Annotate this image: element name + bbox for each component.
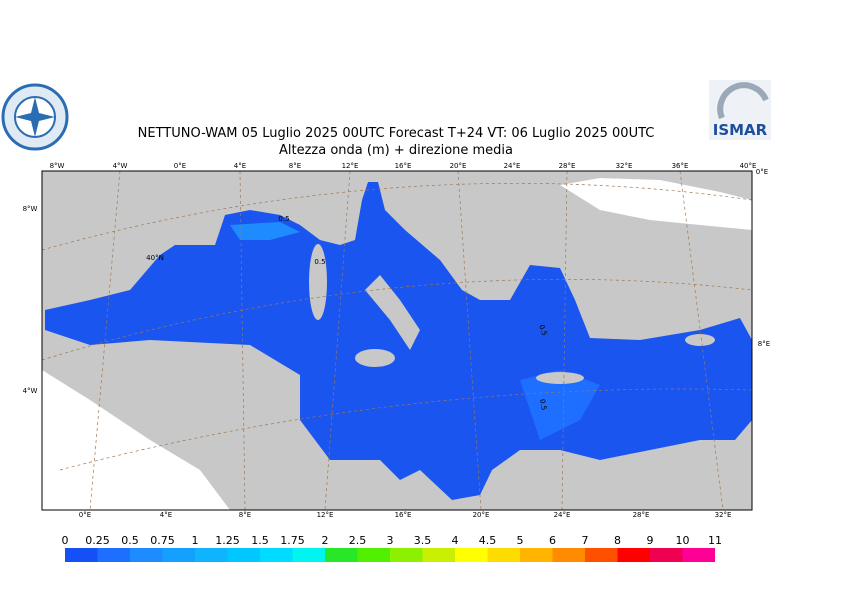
- legend-label: 3: [387, 534, 394, 547]
- legend-label: 0.5: [121, 534, 139, 547]
- legend-label: 2.5: [349, 534, 367, 547]
- legend-label: 1.75: [280, 534, 305, 547]
- legend-label: 0: [62, 534, 69, 547]
- legend-swatch: [325, 548, 358, 562]
- bottom-label: 8°E: [239, 511, 251, 519]
- legend-swatch: [130, 548, 163, 562]
- top-label: 8°E: [289, 162, 301, 170]
- subtitle: Altezza onda (m) + direzione media: [279, 143, 513, 158]
- left-logo: [1, 83, 69, 151]
- map-area: [41, 170, 753, 511]
- inner-label: 40°N: [146, 254, 164, 262]
- legend-swatch: [487, 548, 520, 562]
- legend-label: 0.75: [150, 534, 175, 547]
- bottom-label: 0°E: [79, 511, 91, 519]
- legend-swatch: [227, 548, 260, 562]
- legend-label: 4: [452, 534, 459, 547]
- legend-label: 6: [549, 534, 556, 547]
- legend-swatch: [195, 548, 228, 562]
- legend-label: 9: [647, 534, 654, 547]
- legend-swatch: [650, 548, 683, 562]
- top-label: 40°E: [740, 162, 757, 170]
- legend-swatch: [97, 548, 130, 562]
- legend-label: 0.25: [85, 534, 110, 547]
- top-label: 20°E: [450, 162, 467, 170]
- contour-label: 0.5: [538, 398, 548, 410]
- top-label: 36°E: [672, 162, 689, 170]
- title: NETTUNO-WAM 05 Luglio 2025 00UTC Forecas…: [138, 126, 655, 141]
- legend-label: 2: [322, 534, 329, 547]
- legend-swatch: [65, 548, 98, 562]
- left-label: 8°W: [23, 205, 38, 213]
- legend-swatch: [617, 548, 650, 562]
- top-label: 0°E: [174, 162, 186, 170]
- legend-swatch: [357, 548, 390, 562]
- top-label: 8°W: [50, 162, 65, 170]
- legend-swatch: [260, 548, 293, 562]
- legend-swatch: [455, 548, 488, 562]
- legend-swatch: [390, 548, 423, 562]
- legend-label: 4.5: [479, 534, 497, 547]
- legend-label: 5: [517, 534, 524, 547]
- bottom-label: 20°E: [473, 511, 490, 519]
- legend-swatch: [422, 548, 455, 562]
- right-logo: ISMAR: [709, 80, 771, 140]
- left-label: 4°W: [23, 387, 38, 395]
- top-label: 12°E: [342, 162, 359, 170]
- bottom-label: 4°E: [160, 511, 172, 519]
- top-label: 16°E: [395, 162, 412, 170]
- legend-swatch: [520, 548, 553, 562]
- bottom-label: 32°E: [715, 511, 732, 519]
- legend-label: 1: [192, 534, 199, 547]
- contour-label: 0.5: [314, 258, 325, 266]
- legend-swatch: [585, 548, 618, 562]
- bottom-label: 12°E: [317, 511, 334, 519]
- top-label: 4°E: [234, 162, 246, 170]
- legend-label: 7: [582, 534, 589, 547]
- legend-label: 1.25: [215, 534, 240, 547]
- top-label: 24°E: [504, 162, 521, 170]
- legend-label: 1.5: [251, 534, 269, 547]
- top-label: 4°W: [113, 162, 128, 170]
- legend-label: 8: [614, 534, 621, 547]
- top-label: 32°E: [616, 162, 633, 170]
- legend-swatch: [292, 548, 325, 562]
- bottom-label: 24°E: [554, 511, 571, 519]
- legend-swatch: [682, 548, 715, 562]
- legend-swatch: [552, 548, 585, 562]
- legend-label: 11: [708, 534, 722, 547]
- right-label: 0°E: [756, 168, 768, 176]
- legend-swatch: [162, 548, 195, 562]
- top-label: 28°E: [559, 162, 576, 170]
- logo-text: ISMAR: [713, 121, 768, 139]
- bottom-label: 16°E: [395, 511, 412, 519]
- right-label: 8°E: [758, 340, 770, 348]
- legend-label: 10: [676, 534, 690, 547]
- legend-label: 3.5: [414, 534, 432, 547]
- contour-label: 0.5: [278, 215, 289, 223]
- contour-label: 0.5: [537, 324, 548, 337]
- bottom-label: 28°E: [633, 511, 650, 519]
